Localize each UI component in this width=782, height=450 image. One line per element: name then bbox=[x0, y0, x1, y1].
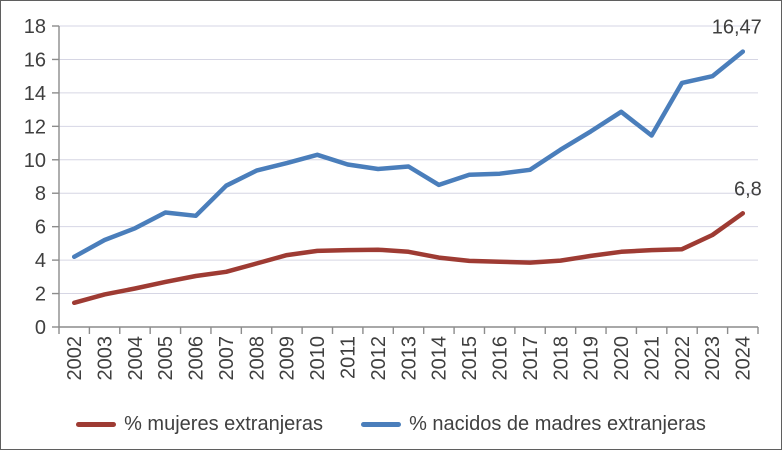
x-axis-label-2019: 2019 bbox=[581, 336, 603, 381]
x-axis-label-2005: 2005 bbox=[155, 336, 177, 381]
data-label-mujeres-extranjeras: 6,8 bbox=[734, 178, 762, 200]
y-axis-label-16: 16 bbox=[24, 49, 46, 71]
legend-label-nacidos: % nacidos de madres extranjeras bbox=[409, 413, 706, 435]
legend-line-swatch-nacidos bbox=[361, 421, 402, 427]
line-chart-plot: 0 2 4 6 8 10 12 14 16 18 2002 2003 2004 2005 2006 2007 2… bbox=[24, 16, 762, 381]
x-axis-label-2024: 2024 bbox=[733, 336, 755, 381]
series-line-mujeres-extranjeras bbox=[71, 211, 746, 306]
legend-item-mujeres-extranjeras: % mujeres extranjeras bbox=[76, 414, 323, 434]
x-axis-label-2018: 2018 bbox=[550, 336, 572, 381]
x-axis-label-2022: 2022 bbox=[672, 336, 694, 381]
x-axis-label-2014: 2014 bbox=[429, 336, 451, 381]
x-axis-label-2023: 2023 bbox=[702, 336, 724, 381]
y-axis-label-2: 2 bbox=[35, 284, 46, 306]
data-label-nacidos-madres-extranjeras: 16,47 bbox=[712, 17, 762, 39]
x-axis-label-2007: 2007 bbox=[216, 336, 238, 381]
y-axis-label-10: 10 bbox=[24, 150, 46, 172]
series-line-nacidos-madres-extranjeras bbox=[71, 49, 746, 260]
y-axis-label-4: 4 bbox=[35, 250, 46, 272]
y-axis-label-12: 12 bbox=[24, 116, 46, 138]
x-axis-label-2013: 2013 bbox=[398, 336, 420, 381]
x-axis-label-2006: 2006 bbox=[186, 336, 208, 381]
x-axis-label-2009: 2009 bbox=[277, 336, 299, 381]
x-axis-label-2003: 2003 bbox=[94, 336, 116, 381]
x-axis-label-2012: 2012 bbox=[368, 336, 390, 381]
x-axis-label-2002: 2002 bbox=[64, 336, 86, 381]
legend-line-swatch-mujeres bbox=[76, 421, 117, 427]
x-axis-label-2004: 2004 bbox=[125, 336, 147, 381]
y-axis-label-0: 0 bbox=[35, 317, 46, 339]
x-axis-label-2008: 2008 bbox=[246, 336, 268, 381]
y-axis-label-8: 8 bbox=[35, 183, 46, 205]
x-axis-label-2015: 2015 bbox=[459, 336, 481, 381]
x-axis-label-2016: 2016 bbox=[489, 336, 511, 381]
legend-label-mujeres: % mujeres extranjeras bbox=[124, 413, 324, 435]
legend-item-nacidos-madres-extranjeras: % nacidos de madres extranjeras bbox=[361, 414, 706, 434]
y-axis-label-18: 18 bbox=[24, 16, 46, 38]
y-axis-label-6: 6 bbox=[35, 217, 46, 239]
x-axis-label-2020: 2020 bbox=[611, 336, 633, 381]
x-axis-label-2010: 2010 bbox=[307, 336, 329, 381]
chart-legend: % mujeres extranjeras % nacidos de madre… bbox=[1, 401, 781, 447]
y-axis-label-14: 14 bbox=[24, 83, 46, 105]
x-axis-label-2021: 2021 bbox=[641, 336, 663, 381]
x-axis-label-2011: 2011 bbox=[338, 336, 360, 379]
x-axis-label-2017: 2017 bbox=[520, 336, 542, 381]
